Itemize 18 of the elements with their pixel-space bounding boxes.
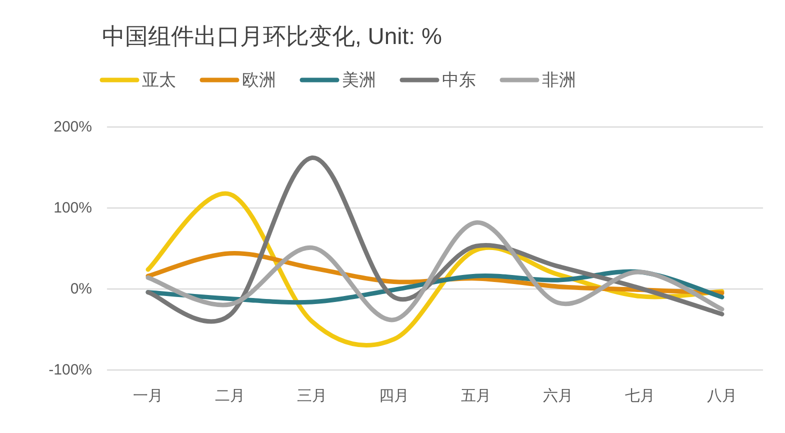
- chart-title: 中国组件出口月环比变化, Unit: %: [102, 23, 442, 49]
- x-tick-label: 五月: [461, 388, 491, 404]
- x-tick-label: 四月: [379, 388, 409, 404]
- legend-label: 亚太: [142, 70, 176, 90]
- legend-label: 美洲: [342, 70, 376, 90]
- y-tick-label: 0%: [70, 280, 92, 298]
- x-tick-label: 八月: [707, 388, 737, 404]
- legend-label: 非洲: [542, 70, 576, 90]
- x-tick-label: 七月: [625, 388, 655, 404]
- legend-label: 中东: [442, 70, 476, 90]
- x-tick-label: 一月: [133, 388, 163, 404]
- y-tick-label: 100%: [54, 200, 92, 216]
- y-tick-label: -100%: [48, 362, 92, 378]
- y-tick-label: 200%: [54, 118, 92, 136]
- x-tick-label: 六月: [543, 388, 573, 404]
- x-tick-label: 三月: [297, 388, 327, 404]
- legend-label: 欧洲: [242, 70, 276, 90]
- x-tick-label: 二月: [215, 388, 245, 404]
